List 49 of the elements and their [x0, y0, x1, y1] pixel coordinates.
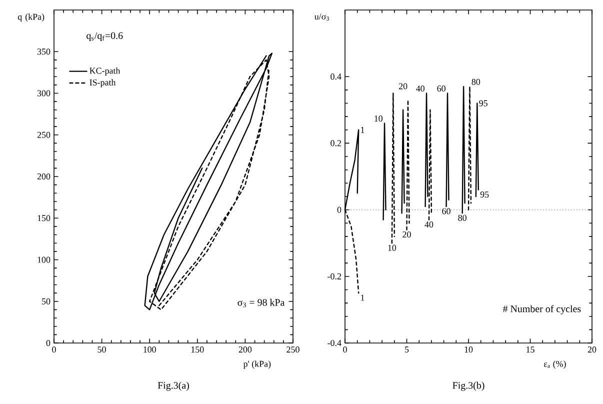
x-tick-label: 250 — [286, 346, 300, 353]
annotation: 20 — [398, 83, 408, 90]
annotation: 40 — [424, 221, 434, 228]
y-tick-label: 100 — [38, 256, 50, 263]
x-tick-label: 20 — [588, 346, 596, 353]
y-axis-title: u/σ$_{3}$ — [314, 14, 329, 20]
x-axis-title: p' (kPa) — [243, 360, 271, 369]
y-tick-label: 0.4 — [330, 74, 342, 80]
y-tick-label: 250 — [37, 132, 50, 138]
x-tick-label: 100 — [144, 346, 156, 353]
annotation: # Number of cycles — [502, 305, 581, 314]
y-tick-label: 200 — [37, 173, 50, 180]
y-tick-label: 300 — [37, 90, 50, 96]
legend-label: KC-path — [90, 67, 120, 76]
x-tick-label: 15 — [526, 346, 534, 353]
y-tick-label: -0.2 — [328, 273, 341, 280]
annotation: 95 — [480, 192, 489, 198]
y-tick-label: -0.4 — [328, 340, 342, 346]
annotation: 60 — [442, 208, 450, 214]
annotation: 1 — [361, 126, 364, 133]
annotation: 20 — [402, 231, 411, 238]
annotation: 10 — [388, 244, 396, 251]
annotation: q$_{s}$/q$_{f}$=0.6 — [86, 32, 123, 42]
y-tick-label: 350 — [37, 48, 50, 55]
x-tick-label: 5 — [405, 346, 409, 352]
x-tick-label: 0 — [52, 346, 56, 353]
annotation: 1 — [361, 294, 364, 301]
annotation: 10 — [374, 115, 382, 122]
x-tick-label: 200 — [238, 346, 252, 353]
caption: Fig.3(a) — [158, 382, 189, 391]
x-tick-label: 50 — [98, 346, 106, 353]
y-axis-title: q (kPa) — [18, 14, 44, 22]
caption: Fig.3(b) — [452, 382, 484, 391]
y-tick-label: 0 — [46, 340, 50, 346]
y-tick-label: 50 — [42, 298, 50, 304]
x-tick-label: 0 — [343, 346, 347, 353]
annotation: 80 — [458, 214, 466, 221]
y-tick-label: 0 — [337, 206, 342, 213]
legend-label: IS-path — [90, 79, 116, 88]
annotation: 60 — [437, 86, 446, 92]
y-tick-label: 0.2 — [330, 140, 341, 146]
x-tick-label: 150 — [191, 346, 204, 353]
y-tick-label: 150 — [38, 215, 50, 222]
x-axis-title: ε$_{a}$ (%) — [544, 360, 566, 369]
annotation: σ$_{3}$ = 98 kPa — [238, 298, 285, 308]
annotation: 95 — [479, 100, 488, 106]
x-tick-label: 10 — [464, 346, 473, 353]
annotation: 40 — [416, 86, 424, 92]
annotation: 80 — [472, 78, 480, 85]
